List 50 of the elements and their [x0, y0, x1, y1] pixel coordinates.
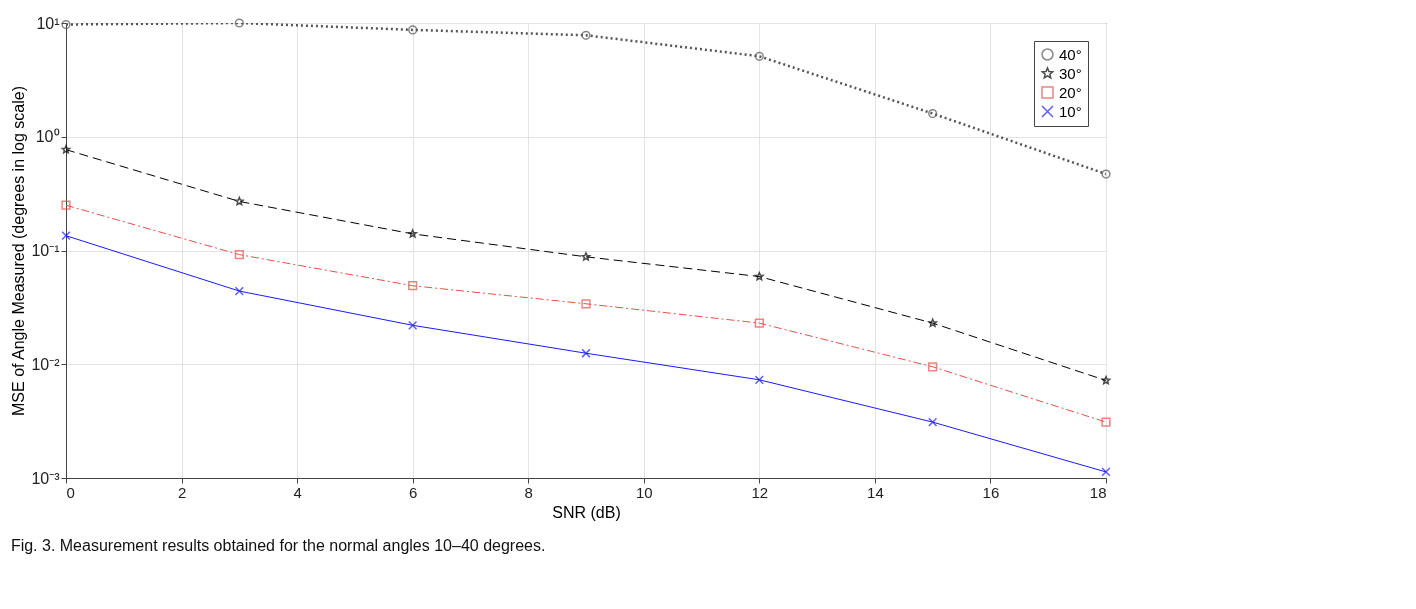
point [928, 318, 938, 327]
point [1101, 169, 1111, 179]
x-axis-title: SNR (dB) [552, 503, 621, 521]
point [61, 19, 71, 30]
y-tick-label: 10¹ [36, 14, 60, 32]
y-tick-label: 10⁻¹ [31, 242, 60, 259]
point [408, 281, 418, 291]
y-tick-label: 10⁻² [31, 355, 61, 373]
point [754, 318, 764, 328]
x-tick-label: 6 [408, 483, 418, 501]
point [928, 108, 938, 119]
point [1101, 467, 1111, 477]
legend-label: 30° [1059, 64, 1082, 82]
legend-label: 10° [1059, 102, 1082, 120]
x-tick-label: 12 [751, 483, 769, 501]
point [754, 51, 764, 61]
point [408, 320, 418, 330]
x-tick-label: 2 [177, 483, 187, 501]
x-tick-label: 18 [1089, 483, 1107, 501]
point [1101, 375, 1111, 385]
point [754, 271, 764, 281]
point [61, 145, 71, 154]
point [581, 299, 591, 309]
legend-label: 40° [1059, 45, 1082, 63]
y-tick-label: 10⁻³ [31, 469, 61, 487]
point [234, 18, 244, 28]
y-tick-label: 10⁰ [35, 128, 60, 146]
point [754, 375, 764, 385]
point [234, 250, 244, 260]
point [1101, 417, 1111, 427]
x-tick-label: 8 [524, 483, 533, 501]
point [408, 25, 418, 35]
point [581, 348, 591, 358]
point [928, 417, 938, 427]
x-tick-label: 10 [635, 483, 653, 501]
caption: Fig. 3. Measurement results obtained for the normal angles 10–40 degrees. [10, 537, 546, 554]
legend-label: 20° [1059, 83, 1082, 101]
x-tick-label: 14 [867, 483, 884, 501]
point [61, 231, 71, 241]
x-tick-label: 16 [982, 483, 1000, 501]
point [234, 196, 244, 206]
point [928, 362, 938, 372]
x-tick-label: 0 [66, 483, 75, 501]
point [581, 252, 591, 261]
point [234, 286, 244, 296]
y-axis-title: MSE of Angle Measured (degrees in log scale) [10, 86, 28, 416]
point [61, 200, 71, 210]
x-tick-label: 4 [293, 483, 302, 501]
point [408, 229, 418, 238]
point [581, 30, 591, 40]
